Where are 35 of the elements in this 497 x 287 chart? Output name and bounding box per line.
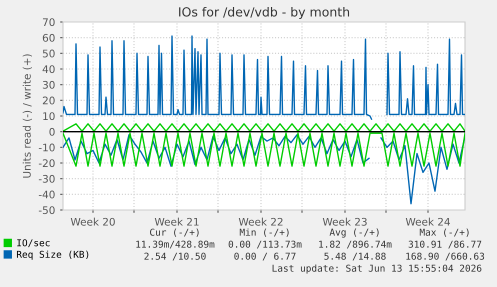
y-tick-label: -30: [38, 174, 55, 183]
y-tick-label: -50: [38, 206, 55, 214]
x-tick-label: Week 20: [70, 218, 115, 226]
y-tick-label: 0: [49, 128, 55, 136]
y-tick-label: 30: [42, 80, 55, 89]
y-tick-label: 20: [42, 96, 55, 104]
text: 2.54 /10.50: [144, 252, 206, 261]
y-tick-label: 60: [42, 34, 55, 42]
y-tick-label: -10: [38, 144, 55, 152]
text: 5.48 /14.88: [324, 252, 386, 261]
text: 168.90 /660.63: [406, 252, 484, 261]
x-tick-label: Week 22: [238, 218, 283, 226]
chart-title: IOs for /dev/vdb - by month: [179, 6, 350, 20]
y-tick-label: -20: [38, 159, 55, 168]
text: 11.39m/428.89m: [136, 240, 214, 249]
y-tick-label: 70: [42, 18, 55, 26]
y-tick-label: 40: [42, 65, 55, 74]
legend-label: Req Size (KB): [16, 250, 88, 260]
text: Last update: Sat Jun 13 15:55:04 2026: [272, 264, 482, 274]
y-tick-label: -40: [38, 190, 55, 198]
x-tick-label: Week 21: [154, 218, 199, 226]
y-tick-label: 10: [43, 112, 55, 120]
x-tick-label: Week 23: [322, 218, 367, 226]
y-axis-title: Units read (-) / write (+): [22, 54, 32, 178]
text: Max (-/+): [420, 228, 469, 237]
text: 0.00 / 6.77: [234, 252, 296, 261]
text: Cur (-/+): [150, 228, 199, 237]
text: 1.82 /896.74m: [319, 240, 392, 249]
text: Min (-/+): [240, 228, 289, 237]
y-tick-label: 50: [42, 50, 55, 58]
text: 0.00 /113.73m: [228, 240, 302, 249]
legend-label: IO/sec: [17, 239, 50, 248]
text: 310.91 /86.77: [408, 240, 482, 249]
x-tick-label: Week 24: [406, 218, 450, 226]
text: Avg (-/+): [330, 228, 379, 238]
